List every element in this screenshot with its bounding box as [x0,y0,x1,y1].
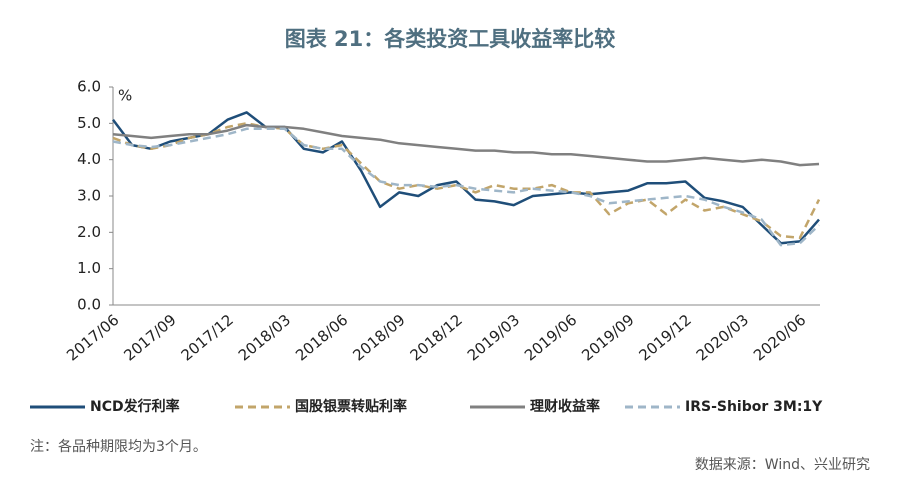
series-line [112,127,820,247]
x-tick-label: 2017/09 [120,311,179,365]
x-tick-label: 2020/03 [693,311,752,365]
x-tick-label: 2018/06 [292,311,351,365]
x-tick-label: 2018/09 [349,311,408,365]
source: 数据来源：Wind、兴业研究 [695,457,870,473]
y-tick-label: 0.0 [77,296,101,314]
x-tick-label: 2017/12 [178,311,237,365]
x-tick-label: 2019/12 [636,311,695,365]
x-tick-label: 2020/06 [750,311,809,365]
series-line [112,123,820,167]
y-tick-label: 6.0 [77,78,101,96]
y-tick-label: 5.0 [77,114,101,132]
y-tick-label: 1.0 [77,259,101,277]
x-tick-label: 2018/12 [407,311,466,365]
x-tick-label: 2019/09 [578,311,637,365]
y-tick-label: 2.0 [77,223,101,241]
y-tick-label: 3.0 [77,187,101,205]
chart-title: 图表 21：各类投资工具收益率比较 [285,27,616,51]
series-line [112,122,821,240]
y-tick-label: 4.0 [77,150,101,168]
x-tick-label: 2019/06 [521,311,580,365]
series-line [112,111,820,245]
note: 注：各品种期限均为3个月。 [30,439,207,455]
y-unit: % [118,87,132,105]
legend-label: IRS-Shibor 3M:1Y [685,399,823,415]
x-tick-label: 2017/06 [63,311,122,365]
legend-label: 国股银票转贴利率 [295,398,407,415]
legend-label: NCD发行利率 [90,398,180,415]
legend-label: 理财收益率 [530,398,600,415]
x-tick-label: 2018/03 [235,311,294,365]
x-tick-label: 2019/03 [464,311,523,365]
